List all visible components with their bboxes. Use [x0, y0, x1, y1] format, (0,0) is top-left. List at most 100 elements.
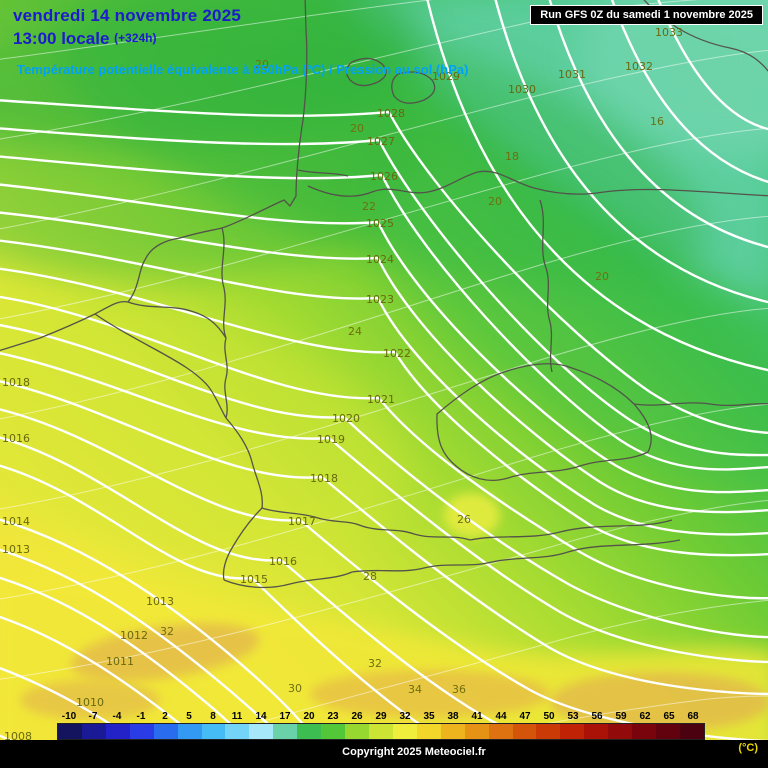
- scale-value: 41: [471, 711, 483, 722]
- temperature-label: 32: [368, 657, 382, 670]
- pressure-label: 1008: [4, 730, 32, 743]
- temperature-label: 20: [350, 122, 364, 135]
- scale-value: -1: [136, 711, 146, 722]
- forecast-offset: (+324h): [114, 31, 157, 45]
- color-scale-bar: [57, 723, 705, 740]
- pressure-label: 1010: [76, 696, 104, 709]
- temperature-label: 32: [160, 625, 174, 638]
- pressure-label: 1014: [2, 515, 30, 528]
- pressure-label: 1013: [2, 543, 30, 556]
- pressure-label: 1015: [240, 573, 268, 586]
- scale-color-cell: [584, 724, 609, 739]
- scale-value: -7: [88, 711, 98, 722]
- scale-value: -10: [61, 711, 77, 722]
- scale-color-cell: [129, 724, 154, 739]
- scale-value: 14: [255, 711, 267, 722]
- scale-value: 32: [399, 711, 411, 722]
- pressure-label: 1032: [625, 60, 653, 73]
- scale-color-cell: [560, 724, 585, 739]
- temperature-label: 18: [505, 150, 519, 163]
- pressure-label: 1018: [310, 472, 338, 485]
- scale-color-cell: [632, 724, 657, 739]
- scale-color-cell: [58, 724, 82, 739]
- scale-value: 5: [186, 711, 192, 722]
- color-scale-values: -10 -7 -4 -1 2 5 8 11 14 17 20 23 26 29 32 35 38 41 44 47 50…: [57, 711, 705, 723]
- scale-value: 23: [327, 711, 339, 722]
- scale-color-cell: [225, 724, 250, 739]
- footer-bar: Copyright 2025 Meteociel.fr (°C): [0, 740, 768, 768]
- pressure-label: 1021: [367, 393, 395, 406]
- temperature-label: 22: [362, 200, 376, 213]
- pressure-label: 1027: [367, 135, 395, 148]
- scale-color-cell: [464, 724, 489, 739]
- scale-value: 53: [567, 711, 579, 722]
- scale-value: 20: [303, 711, 315, 722]
- pressure-label: 1011: [106, 655, 134, 668]
- pressure-label: 1030: [508, 83, 536, 96]
- scale-color-cell: [81, 724, 106, 739]
- scale-value: 35: [423, 711, 435, 722]
- pressure-label: 1016: [269, 555, 297, 568]
- danish-islands: [345, 57, 436, 104]
- scale-color-cell: [177, 724, 202, 739]
- pressure-label: 1026: [370, 170, 398, 183]
- scale-color-cell: [105, 724, 130, 739]
- temperature-label: 36: [452, 683, 466, 696]
- scale-color-cell: [153, 724, 178, 739]
- temperature-label: 30: [288, 682, 302, 695]
- color-scale: -10 -7 -4 -1 2 5 8 11 14 17 20 23 26 29 32 35 38 41 44 47 50…: [57, 711, 705, 740]
- scale-value: -4: [112, 711, 122, 722]
- scale-color-cell: [488, 724, 513, 739]
- scale-color-cell: [512, 724, 537, 739]
- scale-color-cell: [392, 724, 417, 739]
- pressure-label: 1018: [2, 376, 30, 389]
- scale-value: 26: [351, 711, 363, 722]
- pressure-label: 1013: [146, 595, 174, 608]
- scale-value: 11: [231, 711, 243, 722]
- scale-value: 68: [687, 711, 699, 722]
- run-info-box: Run GFS 0Z du samedi 1 novembre 2025: [530, 5, 763, 25]
- scale-color-cell: [679, 724, 704, 739]
- temperature-label: 20: [255, 58, 269, 71]
- scale-value: 65: [663, 711, 675, 722]
- scale-value: 38: [447, 711, 459, 722]
- map-parameter-title: Température potentielle équivalente à 85…: [17, 62, 469, 77]
- forecast-time: 13:00 locale (+324h): [13, 29, 157, 49]
- pressure-label: 1019: [317, 433, 345, 446]
- scale-color-cell: [297, 724, 322, 739]
- scale-color-cell: [536, 724, 561, 739]
- pressure-label: 1024: [366, 253, 394, 266]
- scale-value: 29: [375, 711, 387, 722]
- scale-value: 56: [591, 711, 603, 722]
- scale-value: 17: [279, 711, 291, 722]
- scale-color-cell: [201, 724, 226, 739]
- pressure-label: 1022: [383, 347, 411, 360]
- temperature-label: 24: [348, 325, 362, 338]
- scale-unit-label: (°C): [738, 742, 758, 754]
- scale-color-cell: [416, 724, 441, 739]
- scale-color-cell: [656, 724, 680, 739]
- baltic-coastline: [307, 170, 768, 197]
- scale-value: 8: [210, 711, 216, 722]
- scale-value: 47: [519, 711, 531, 722]
- scale-color-cell: [440, 724, 465, 739]
- scale-color-cell: [273, 724, 298, 739]
- scale-value: 59: [615, 711, 627, 722]
- forecast-date: vendredi 14 novembre 2025: [13, 6, 242, 25]
- pressure-label: 1023: [366, 293, 394, 306]
- scale-value: 2: [162, 711, 168, 722]
- copyright-text: Copyright 2025 Meteociel.fr: [342, 746, 486, 758]
- scale-value: 44: [495, 711, 507, 722]
- temperature-label: 16: [650, 115, 664, 128]
- coastline: [0, 0, 308, 352]
- temperature-label: 20: [488, 195, 502, 208]
- pressure-label: 1029: [432, 70, 460, 83]
- pressure-label: 1031: [558, 68, 586, 81]
- scale-color-cell: [321, 724, 346, 739]
- scale-color-cell: [368, 724, 393, 739]
- scale-color-cell: [608, 724, 633, 739]
- pressure-label: 1025: [366, 217, 394, 230]
- pressure-label: 1028: [377, 107, 405, 120]
- pressure-label: 1012: [120, 629, 148, 642]
